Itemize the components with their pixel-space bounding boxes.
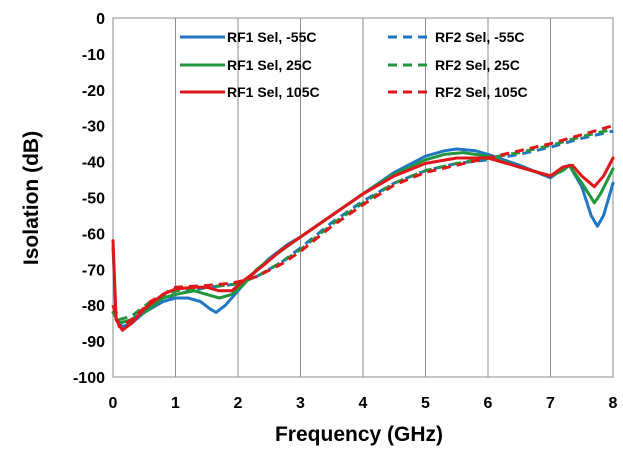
x-tick-label: 4: [359, 395, 368, 412]
y-tick-label: -10: [82, 47, 105, 64]
x-tick-label: 5: [421, 395, 430, 412]
y-tick-label: -40: [82, 155, 105, 172]
y-tick-labels: 0 -10 -20 -30 -40 -50 -60 -70 -80 -90 -100: [73, 11, 105, 387]
legend: RF1 Sel, -55C RF2 Sel, -55C RF1 Sel, 25C RF…: [180, 29, 528, 100]
grid-lines: [175, 18, 551, 377]
x-tick-labels: 0 1 2 3 4 5 6 7 8: [109, 395, 618, 412]
y-tick-label: -50: [82, 191, 105, 208]
x-tick-label: 6: [484, 395, 493, 412]
legend-label-4: RF1 Sel, 105C: [227, 84, 320, 100]
series-layer: [111, 124, 615, 332]
y-tick-label: -70: [82, 262, 105, 279]
x-tick-label: 1: [171, 395, 180, 412]
y-tick-label: -80: [82, 298, 105, 315]
legend-label-1: RF2 Sel, -55C: [435, 29, 524, 45]
y-tick-label: -90: [82, 334, 105, 351]
x-axis-title: Frequency (GHz): [275, 423, 443, 446]
legend-label-2: RF1 Sel, 25C: [227, 57, 312, 73]
plot-border: [112, 17, 614, 378]
y-tick-label: 0: [96, 11, 105, 28]
x-tick-label: 8: [609, 395, 618, 412]
series-line-3: [111, 127, 614, 322]
legend-label-0: RF1 Sel, -55C: [227, 29, 316, 45]
y-axis-title: Isolation (dB): [20, 131, 43, 265]
y-tick-label: -20: [82, 83, 105, 100]
x-tick-label: 2: [234, 395, 243, 412]
x-tick-label: 0: [109, 395, 118, 412]
x-tick-label: 7: [546, 395, 555, 412]
legend-label-5: RF2 Sel, 105C: [435, 84, 528, 100]
series-line-4: [111, 156, 615, 332]
y-tick-label: -100: [73, 370, 105, 387]
y-tick-label: -60: [82, 226, 105, 243]
legend-label-3: RF2 Sel, 25C: [435, 57, 520, 73]
series-line-5: [111, 124, 614, 329]
x-tick-label: 3: [296, 395, 305, 412]
y-tick-label: -30: [82, 119, 105, 136]
plot-frame: [112, 17, 614, 378]
